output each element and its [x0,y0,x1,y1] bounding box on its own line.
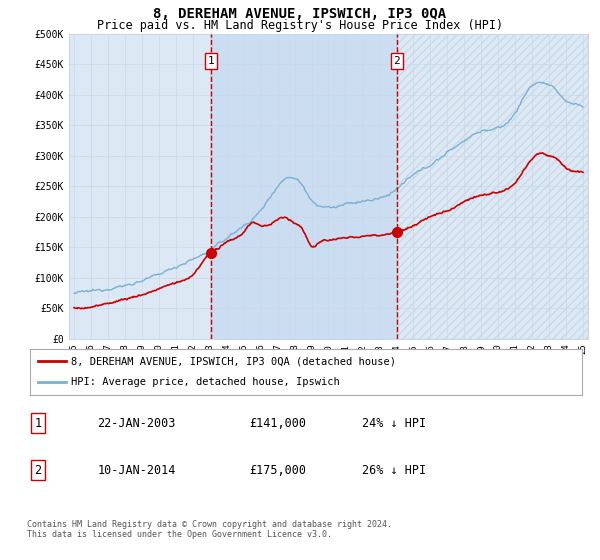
Text: 2: 2 [35,464,41,477]
Text: HPI: Average price, detached house, Ipswich: HPI: Average price, detached house, Ipsw… [71,377,340,388]
Text: Contains HM Land Registry data © Crown copyright and database right 2024.
This d: Contains HM Land Registry data © Crown c… [27,520,392,539]
Text: £175,000: £175,000 [250,464,307,477]
Text: 22-JAN-2003: 22-JAN-2003 [97,417,176,430]
Text: 24% ↓ HPI: 24% ↓ HPI [362,417,427,430]
Text: 10-JAN-2014: 10-JAN-2014 [97,464,176,477]
Text: 2: 2 [394,56,400,66]
Text: Price paid vs. HM Land Registry's House Price Index (HPI): Price paid vs. HM Land Registry's House … [97,19,503,32]
Text: 26% ↓ HPI: 26% ↓ HPI [362,464,427,477]
Text: 8, DEREHAM AVENUE, IPSWICH, IP3 0QA: 8, DEREHAM AVENUE, IPSWICH, IP3 0QA [154,7,446,21]
Text: 1: 1 [208,56,214,66]
Text: £141,000: £141,000 [250,417,307,430]
Text: 1: 1 [35,417,41,430]
Text: 8, DEREHAM AVENUE, IPSWICH, IP3 0QA (detached house): 8, DEREHAM AVENUE, IPSWICH, IP3 0QA (det… [71,356,397,366]
